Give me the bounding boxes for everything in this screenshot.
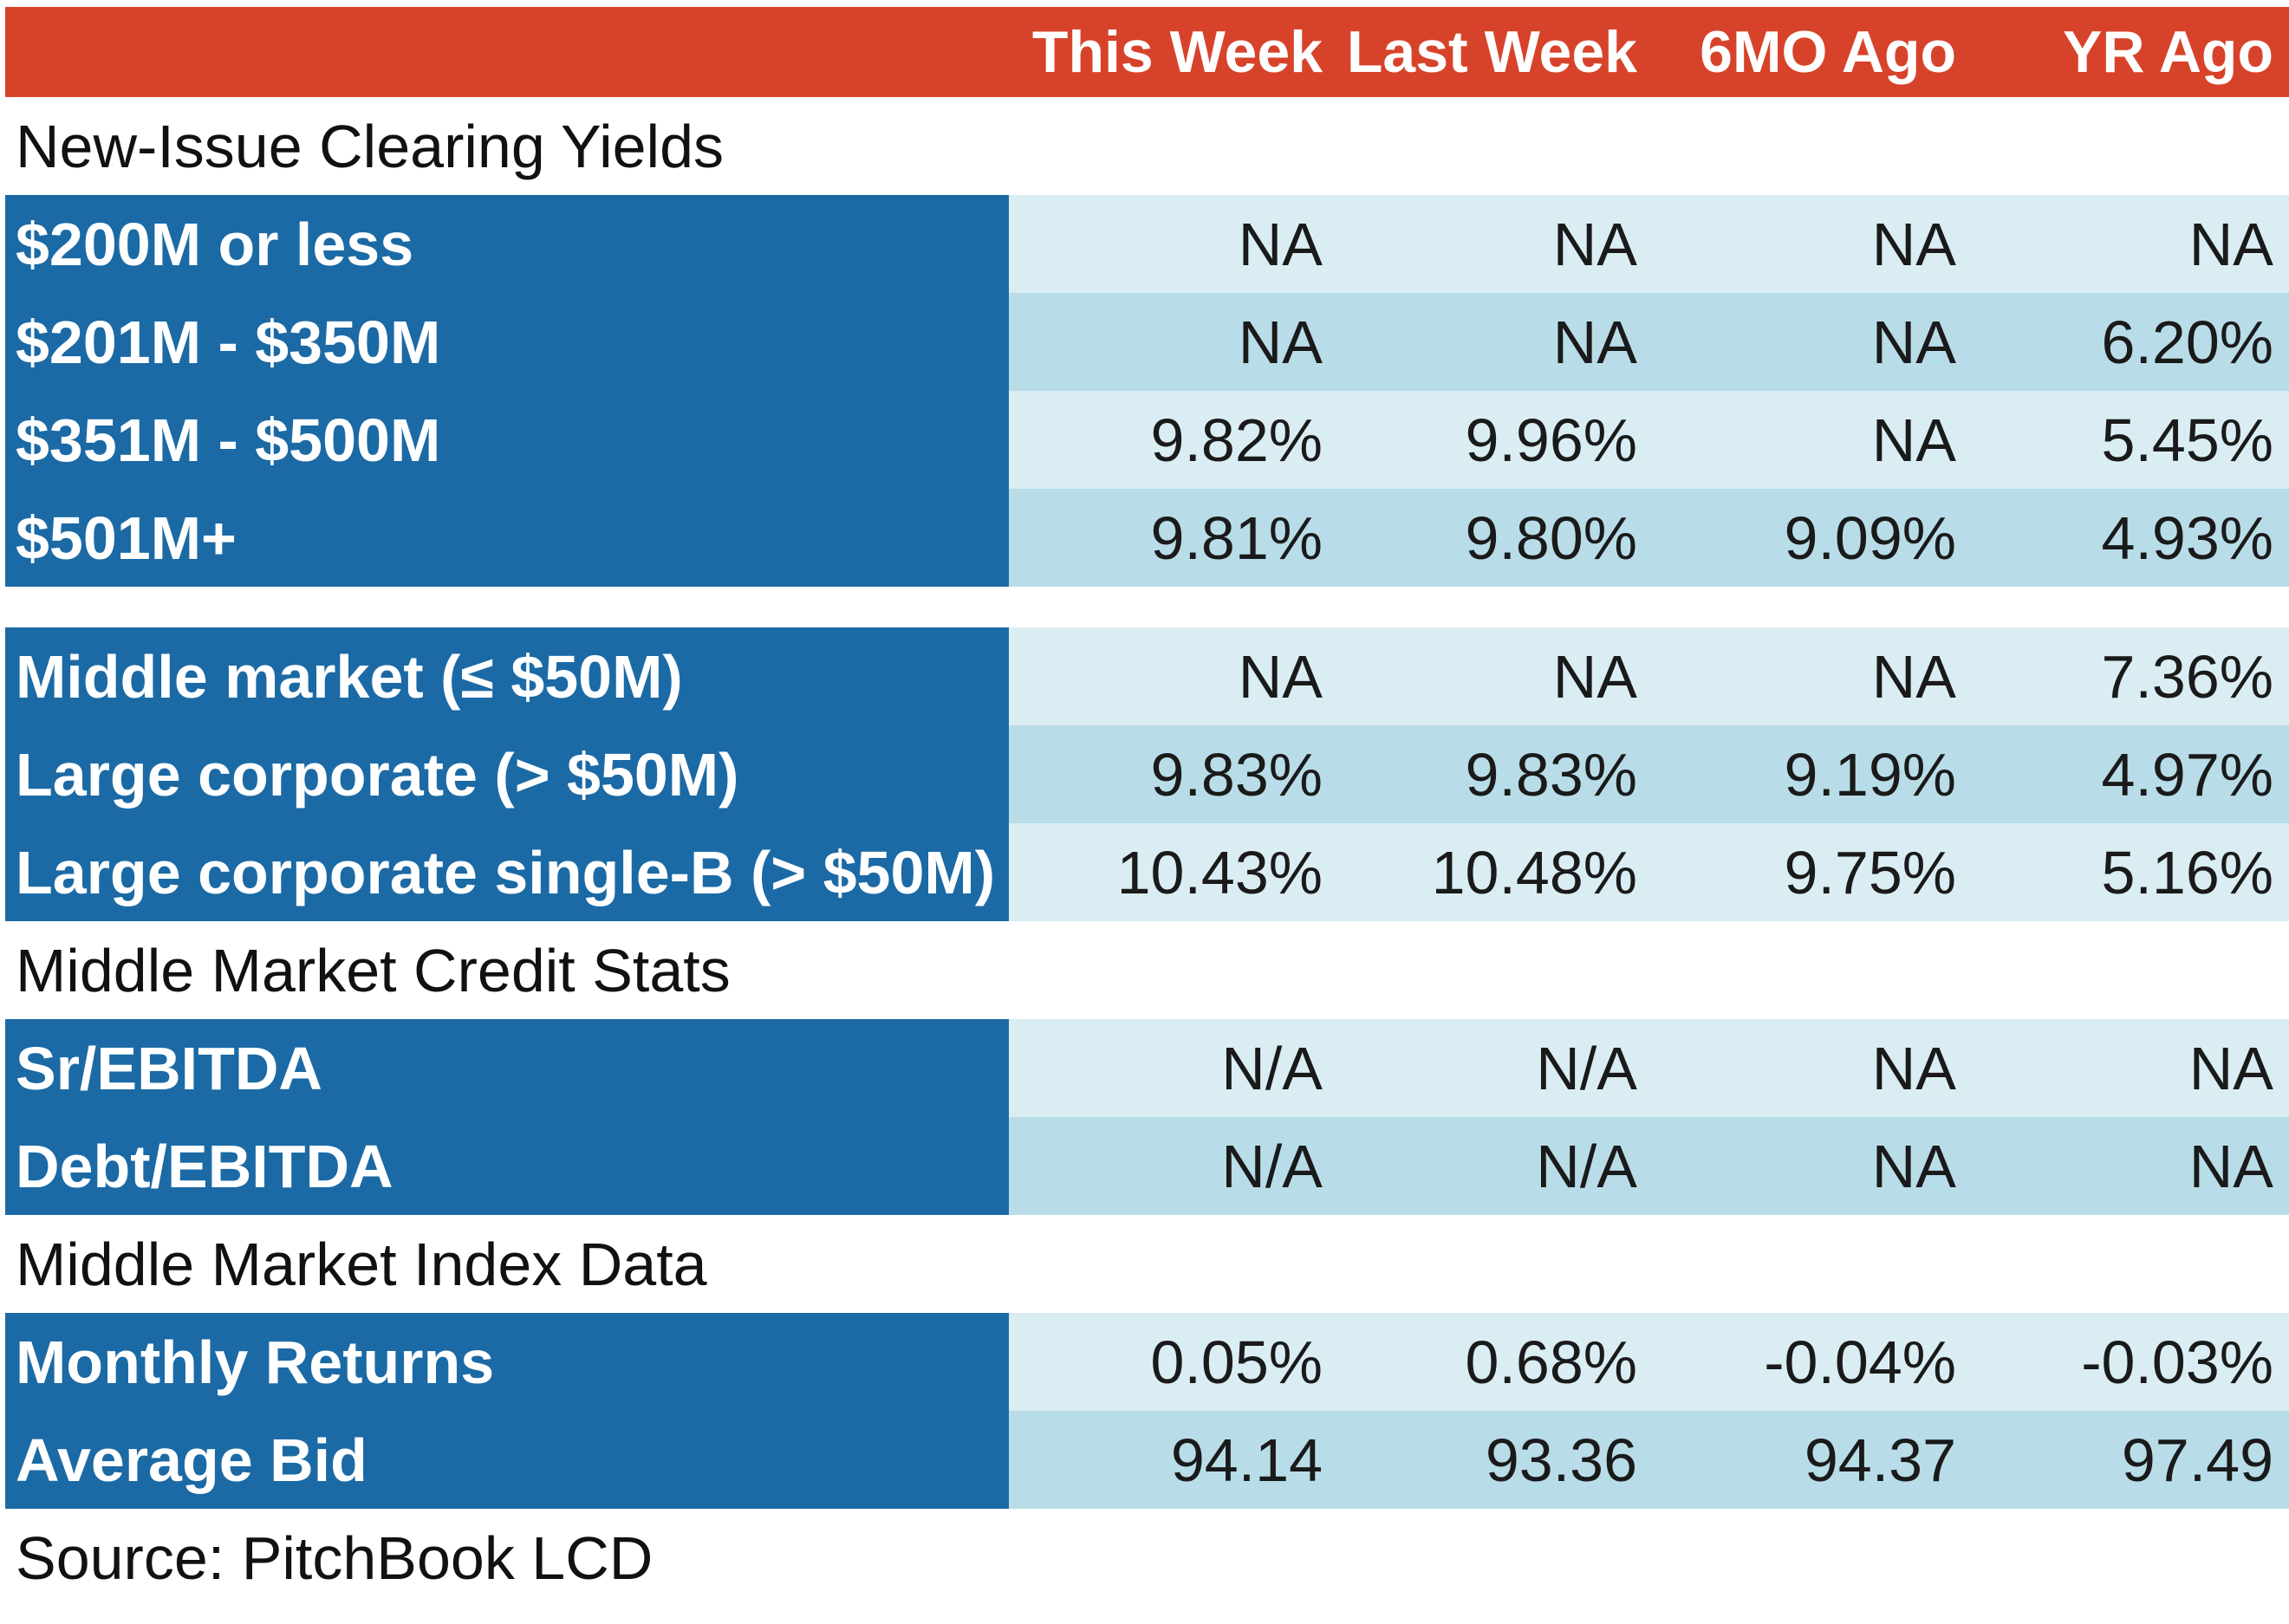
table-cell-this-week: 9.81% (1150, 503, 1323, 572)
row-values: 9.81% 9.80% 9.09% 4.93% (1009, 489, 2289, 587)
section-title: Middle Market Credit Stats (16, 936, 731, 1004)
table-cell-this-week: N/A (1221, 1034, 1323, 1102)
table-cell-last-week: NA (1552, 642, 1637, 711)
col-header-6mo-ago: 6MO Ago (1700, 19, 1956, 85)
table-cell-6mo-ago: 9.75% (1784, 838, 1956, 906)
row-values: 94.14 93.36 94.37 97.49 (1009, 1411, 2289, 1509)
table-cell-last-week: NA (1552, 308, 1637, 376)
table-cell-yr-ago: 97.49 (2121, 1426, 2273, 1494)
table-cell-this-week: N/A (1221, 1132, 1323, 1200)
table-cell-this-week: 9.82% (1150, 406, 1323, 474)
row-label: Average Bid (5, 1411, 1009, 1509)
row-values: 10.43% 10.48% 9.75% 5.16% (1009, 823, 2289, 921)
table-cell-yr-ago: 4.97% (2101, 740, 2273, 809)
source-row: Source: PitchBook LCD (5, 1509, 2289, 1607)
table-cell-yr-ago: 5.45% (2101, 406, 2273, 474)
table-cell-last-week: 9.96% (1465, 406, 1637, 474)
table-cell-6mo-ago: NA (1871, 1034, 1956, 1102)
row-label: Large corporate (> $50M) (5, 725, 1009, 823)
row-values: NA NA NA 7.36% (1009, 627, 2289, 725)
row-label: $351M - $500M (5, 391, 1009, 489)
section-heading-row: Middle Market Credit Stats (5, 921, 2289, 1019)
table-cell-this-week: NA (1238, 308, 1323, 376)
table-cell-yr-ago: NA (2188, 1132, 2273, 1200)
table-cell-last-week: N/A (1536, 1034, 1637, 1102)
table-cell-6mo-ago: NA (1871, 642, 1956, 711)
row-label: Large corporate single-B (> $50M) (5, 823, 1009, 921)
table-cell-yr-ago: 6.20% (2101, 308, 2273, 376)
table-cell-last-week: 10.48% (1431, 838, 1637, 906)
table-cell-6mo-ago: 9.09% (1784, 503, 1956, 572)
table-row-average-bid: Average Bid 94.14 93.36 94.37 97.49 (5, 1411, 2289, 1509)
table-row-sr-ebitda: Sr/EBITDA N/A N/A NA NA (5, 1019, 2289, 1117)
table-cell-6mo-ago: NA (1871, 308, 1956, 376)
table-cell-6mo-ago: NA (1871, 406, 1956, 474)
table-cell-this-week: 94.14 (1170, 1426, 1323, 1494)
table-cell-last-week: N/A (1536, 1132, 1637, 1200)
row-label: Sr/EBITDA (5, 1019, 1009, 1117)
row-values: 9.83% 9.83% 9.19% 4.97% (1009, 725, 2289, 823)
section-heading-row: Middle Market Index Data (5, 1215, 2289, 1313)
table-cell-last-week: NA (1552, 210, 1637, 278)
table-cell-6mo-ago: NA (1871, 210, 1956, 278)
table-cell-yr-ago: -0.03% (2081, 1328, 2273, 1396)
table-cell-yr-ago: NA (2188, 1034, 2273, 1102)
row-label: Middle market (≤ $50M) (5, 627, 1009, 725)
table-cell-yr-ago: 5.16% (2101, 838, 2273, 906)
table-cell-this-week: 9.83% (1150, 740, 1323, 809)
source-note: Source: PitchBook LCD (16, 1523, 654, 1592)
table-body: New-Issue Clearing Yields $200M or less NA… (5, 97, 2289, 1607)
table-cell-yr-ago: NA (2188, 210, 2273, 278)
table-cell-6mo-ago: NA (1871, 1132, 1956, 1200)
row-label: $201M - $350M (5, 293, 1009, 391)
row-values: N/A N/A NA NA (1009, 1117, 2289, 1215)
row-values: NA NA NA NA (1009, 195, 2289, 293)
table-cell-last-week: 93.36 (1485, 1426, 1637, 1494)
table-cell-yr-ago: 7.36% (2101, 642, 2273, 711)
row-values: NA NA NA 6.20% (1009, 293, 2289, 391)
table-row-middle-market-50m: Middle market (≤ $50M) NA NA NA 7.36% (5, 627, 2289, 725)
row-label: Monthly Returns (5, 1313, 1009, 1411)
table-cell-yr-ago: 4.93% (2101, 503, 2273, 572)
table-cell-last-week: 9.80% (1465, 503, 1637, 572)
credit-stats-table: This Week Last Week 6MO Ago YR Ago New-I… (5, 7, 2289, 1607)
table-row-large-corporate-single-b-50m: Large corporate single-B (> $50M) 10.43% 1… (5, 823, 2289, 921)
row-values: 9.82% 9.96% NA 5.45% (1009, 391, 2289, 489)
table-row-201m-350m: $201M - $350M NA NA NA 6.20% (5, 293, 2289, 391)
section-heading-row: New-Issue Clearing Yields (5, 97, 2289, 195)
table-cell-last-week: 0.68% (1465, 1328, 1637, 1396)
table-cell-this-week: NA (1238, 642, 1323, 711)
table-row-501m: $501M+ 9.81% 9.80% 9.09% 4.93% (5, 489, 2289, 587)
table-row-351m-500m: $351M - $500M 9.82% 9.96% NA 5.45% (5, 391, 2289, 489)
col-header-last-week: Last Week (1346, 19, 1637, 85)
table-row-large-corporate-50m: Large corporate (> $50M) 9.83% 9.83% 9.19% 4… (5, 725, 2289, 823)
row-label: Debt/EBITDA (5, 1117, 1009, 1215)
table-row-monthly-returns: Monthly Returns 0.05% 0.68% -0.04% -0.03% (5, 1313, 2289, 1411)
table-row-debt-ebitda: Debt/EBITDA N/A N/A NA NA (5, 1117, 2289, 1215)
row-label: $200M or less (5, 195, 1009, 293)
header-row: This Week Last Week 6MO Ago YR Ago (5, 7, 2289, 97)
header-cells: This Week Last Week 6MO Ago YR Ago (1009, 18, 2289, 86)
table-row-200m-or-less: $200M or less NA NA NA NA (5, 195, 2289, 293)
table-cell-last-week: 9.83% (1465, 740, 1637, 809)
table-cell-6mo-ago: -0.04% (1764, 1328, 1956, 1396)
table-cell-6mo-ago: 94.37 (1804, 1426, 1956, 1494)
row-values: N/A N/A NA NA (1009, 1019, 2289, 1117)
section-spacer (5, 587, 2289, 627)
section-title: Middle Market Index Data (16, 1230, 707, 1298)
row-label: $501M+ (5, 489, 1009, 587)
section-title: New-Issue Clearing Yields (16, 112, 725, 180)
col-header-this-week: This Week (1031, 19, 1323, 85)
table-cell-6mo-ago: 9.19% (1784, 740, 1956, 809)
table-cell-this-week: NA (1238, 210, 1323, 278)
table-cell-this-week: 10.43% (1116, 838, 1323, 906)
table-cell-this-week: 0.05% (1150, 1328, 1323, 1396)
row-values: 0.05% 0.68% -0.04% -0.03% (1009, 1313, 2289, 1411)
col-header-yr-ago: YR Ago (2062, 19, 2273, 85)
